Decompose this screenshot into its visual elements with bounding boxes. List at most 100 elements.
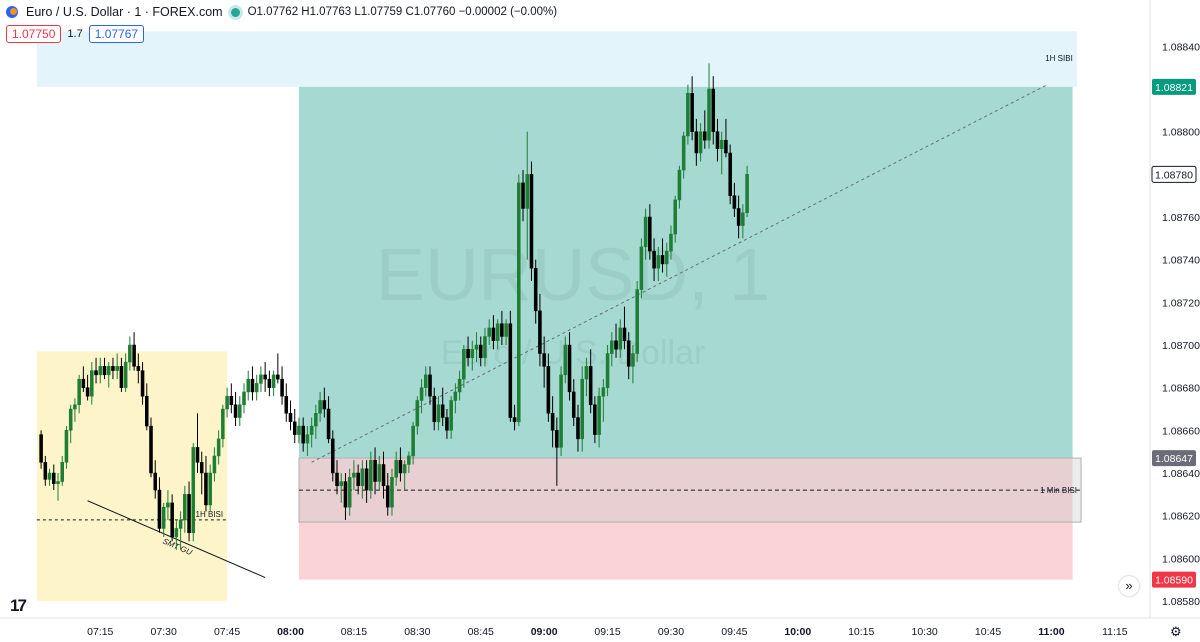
- time-tick-label: 10:30: [911, 626, 937, 638]
- candle-body: [52, 472, 56, 484]
- candle-body: [183, 494, 187, 521]
- candle-body: [390, 477, 394, 508]
- candle-body: [593, 404, 597, 435]
- candle: [280, 366, 284, 405]
- price-tick-label: 1.08740: [1162, 255, 1200, 267]
- candle: [597, 387, 601, 448]
- price-tick-label: 1.08720: [1162, 297, 1200, 309]
- candle: [508, 310, 513, 422]
- candle-body: [698, 131, 703, 154]
- candle: [660, 238, 665, 273]
- candle-body: [466, 349, 470, 359]
- candle: [288, 400, 293, 431]
- candle-body: [440, 404, 445, 418]
- candle: [229, 383, 234, 414]
- candle: [153, 460, 158, 499]
- candle: [343, 473, 348, 520]
- candle: [428, 366, 432, 405]
- candle-body: [43, 462, 48, 480]
- candle: [60, 455, 64, 486]
- candle-body: [407, 455, 411, 465]
- candle-body: [449, 400, 453, 431]
- candle: [567, 332, 572, 401]
- candle: [411, 421, 415, 465]
- candle-body: [635, 289, 639, 354]
- candle-body: [356, 472, 360, 487]
- candle-body: [174, 528, 179, 538]
- candle: [686, 84, 690, 145]
- candle: [212, 447, 217, 482]
- currency-pair-icon: [6, 6, 18, 18]
- candle: [673, 195, 677, 243]
- candle: [250, 366, 255, 401]
- symbol-title[interactable]: Euro / U.S. Dollar · 1 · FOREX.com: [26, 5, 223, 19]
- gear-icon[interactable]: ⚙: [1170, 624, 1182, 639]
- candle: [436, 396, 441, 431]
- candle: [259, 366, 263, 392]
- candle-body: [517, 182, 521, 423]
- candle-body: [149, 425, 153, 474]
- candle: [478, 336, 483, 367]
- candle-body: [605, 353, 610, 388]
- candle-body: [681, 135, 686, 171]
- candle: [94, 357, 98, 384]
- price-tick-label: 1.08800: [1162, 127, 1200, 139]
- candle-body: [491, 327, 496, 341]
- candle-body: [694, 131, 699, 154]
- candle-body: [504, 323, 508, 337]
- candle: [525, 131, 530, 260]
- candle: [385, 473, 390, 516]
- candle: [559, 366, 563, 456]
- zones-layer: [36, 31, 1082, 601]
- candle-body: [68, 408, 73, 431]
- candle: [301, 417, 305, 452]
- price-tick-label: 1.08680: [1162, 383, 1200, 395]
- candle: [732, 182, 737, 217]
- candle: [149, 417, 153, 478]
- candle-body: [166, 502, 170, 508]
- candle: [68, 404, 73, 444]
- candle: [571, 379, 576, 427]
- take-profit-price-badge: [1152, 78, 1196, 95]
- scroll-to-realtime-button[interactable]: »: [1119, 576, 1139, 596]
- price-tick-label: 1.08620: [1162, 511, 1200, 523]
- candle-body: [601, 387, 606, 397]
- price-axis[interactable]: 1.08840 1.08800 1.08760 1.08740 1.08720 1.087…: [1151, 41, 1200, 608]
- candle-body: [331, 438, 335, 474]
- candle: [106, 362, 111, 388]
- candle-body: [161, 506, 166, 529]
- candle: [309, 417, 314, 448]
- candle-body: [77, 378, 81, 405]
- candle: [284, 383, 289, 422]
- buy-price-button[interactable]: 1.07767: [88, 25, 145, 43]
- candle: [208, 464, 212, 512]
- candle: [47, 468, 52, 486]
- time-tick-label: 07:30: [151, 626, 177, 638]
- candle: [584, 357, 589, 397]
- time-tick-label: 08:15: [341, 626, 367, 638]
- candle: [643, 208, 648, 260]
- candle-body: [385, 485, 390, 508]
- candle: [576, 404, 580, 452]
- candle: [538, 293, 542, 367]
- sibi-label: 1H SIBI: [1045, 54, 1073, 63]
- candle-body: [656, 255, 661, 269]
- candle-body: [123, 361, 128, 388]
- candle: [297, 417, 301, 444]
- candle-body: [322, 400, 327, 410]
- time-tick-label: 10:15: [848, 626, 874, 638]
- candle-body: [715, 131, 720, 149]
- sell-price-button[interactable]: 1.07750: [6, 25, 62, 43]
- tradingview-logo-icon[interactable]: 17: [10, 596, 27, 615]
- candle-body: [576, 417, 580, 440]
- candle-body: [652, 250, 656, 269]
- time-axis[interactable]: 07:15 07:30 07:45 08:00 08:15 08:30 08:45 09:00…: [87, 626, 1128, 638]
- candle: [81, 366, 86, 392]
- candle-body: [724, 139, 728, 154]
- candle: [364, 460, 369, 503]
- candle: [216, 430, 221, 465]
- candle: [462, 345, 466, 388]
- candle-body: [216, 438, 221, 457]
- candle: [491, 315, 496, 350]
